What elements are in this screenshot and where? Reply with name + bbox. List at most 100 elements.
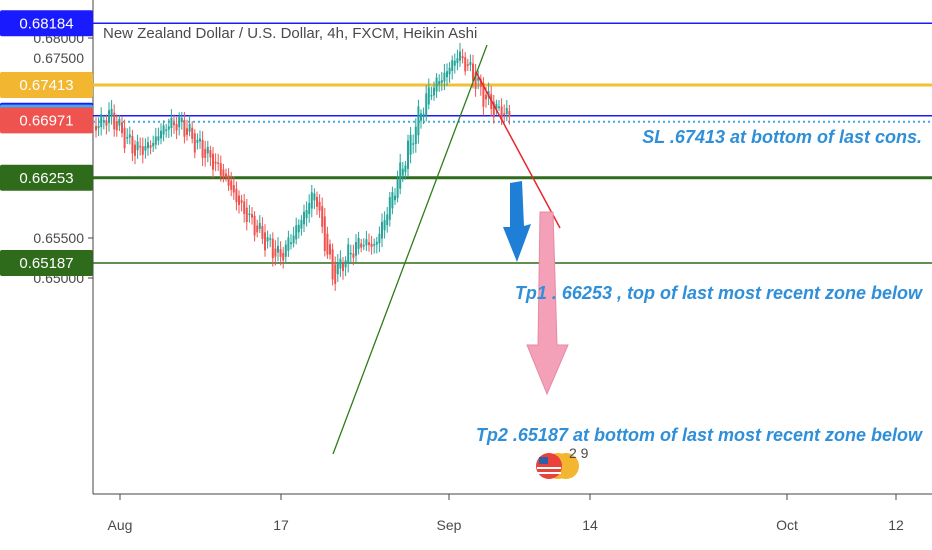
- candle-body: [251, 214, 253, 217]
- candle-body: [108, 110, 110, 123]
- candle-body: [100, 114, 102, 127]
- candle-body: [469, 62, 471, 65]
- candle-body: [436, 78, 438, 92]
- candle-body: [261, 226, 263, 239]
- candle-body: [230, 181, 232, 190]
- candle-body: [272, 239, 274, 258]
- candle-body: [225, 174, 227, 178]
- candle-body: [506, 108, 508, 114]
- candle-body: [285, 245, 287, 257]
- candle-body: [498, 106, 500, 108]
- candle-body: [170, 118, 172, 128]
- candle-body: [321, 206, 323, 227]
- event-count-badge: 2 9: [569, 445, 589, 461]
- y-tick-label: 0.65500: [33, 230, 84, 246]
- candle-body: [282, 253, 284, 260]
- candle-body: [355, 242, 357, 256]
- candle-body: [313, 193, 315, 200]
- candle-body: [378, 234, 380, 244]
- y-tick-label-hidden: 0.67500: [33, 50, 84, 66]
- candle-body: [173, 123, 175, 125]
- candle-body: [303, 212, 305, 224]
- candle-body: [113, 113, 115, 130]
- price-tag-label: 0.65187: [19, 255, 73, 272]
- flag-stripe: [537, 467, 561, 469]
- x-tick-label: Oct: [776, 517, 798, 533]
- candle-body: [339, 259, 341, 269]
- candle-body: [438, 81, 440, 84]
- candle-body: [228, 175, 230, 185]
- candle-body: [329, 244, 331, 254]
- candle-body: [365, 239, 367, 245]
- candle-body: [428, 87, 430, 104]
- x-tick-label: Sep: [437, 517, 462, 533]
- candle-body: [126, 137, 128, 139]
- candle-body: [293, 236, 295, 244]
- candle-body: [204, 149, 206, 158]
- candle-body: [105, 120, 107, 125]
- candle-body: [425, 93, 427, 115]
- annotation-text: Tp2 .65187 at bottom of last most recent…: [476, 425, 923, 445]
- candle-body: [389, 197, 391, 220]
- candle-body: [95, 126, 97, 130]
- x-tick-label: 14: [582, 517, 598, 533]
- candle-body: [368, 242, 370, 245]
- candle-body: [402, 169, 404, 176]
- candle-body: [212, 154, 214, 170]
- candle-body: [381, 222, 383, 239]
- candle-body: [337, 263, 339, 274]
- candle-body: [485, 95, 487, 99]
- candle-body: [267, 237, 269, 241]
- candle-body: [220, 163, 222, 175]
- flag-canton: [539, 457, 548, 464]
- candle-body: [324, 217, 326, 251]
- candle-body: [319, 202, 321, 211]
- candle-body: [254, 216, 256, 236]
- candle-body: [274, 248, 276, 256]
- candle-body: [98, 126, 100, 128]
- candle-body: [116, 121, 118, 130]
- candle-body: [423, 114, 425, 117]
- candle-body: [404, 166, 406, 173]
- candle-body: [103, 120, 105, 122]
- candle-body: [462, 56, 464, 58]
- candle-body: [306, 210, 308, 218]
- candle-body: [358, 238, 360, 249]
- candle-body: [139, 146, 141, 148]
- candle-body: [454, 61, 456, 66]
- candle-body: [183, 120, 185, 137]
- candle-body: [207, 147, 209, 154]
- candle-body: [186, 128, 188, 135]
- candle-body: [118, 119, 120, 126]
- candle-body: [222, 170, 224, 178]
- price-tag-label: 0.68184: [19, 15, 73, 32]
- candle-body: [238, 196, 240, 205]
- candle-body: [446, 71, 448, 77]
- candle-body: [345, 260, 347, 267]
- candle-body: [417, 106, 419, 135]
- us-flag-icon[interactable]: [536, 453, 562, 479]
- candle-body: [384, 220, 386, 230]
- candle-body: [397, 179, 399, 198]
- candle-body: [287, 237, 289, 250]
- candle-body: [415, 127, 417, 145]
- candle-body: [256, 226, 258, 233]
- candle-body: [433, 88, 435, 96]
- candle-body: [189, 124, 191, 132]
- candle-body: [467, 64, 469, 66]
- price-tag-label: 0.67413: [19, 77, 73, 94]
- candle-body: [246, 208, 248, 222]
- candle-body: [508, 111, 510, 117]
- candle-body: [191, 128, 193, 139]
- candle-body: [290, 242, 292, 244]
- candle-body: [464, 57, 466, 71]
- candle-body: [264, 232, 266, 250]
- candle-body: [147, 142, 149, 148]
- candle-body: [407, 141, 409, 169]
- candle-body: [347, 244, 349, 264]
- candle-body: [280, 249, 282, 257]
- blue-down-arrow: [503, 181, 531, 262]
- candle-body: [311, 192, 313, 208]
